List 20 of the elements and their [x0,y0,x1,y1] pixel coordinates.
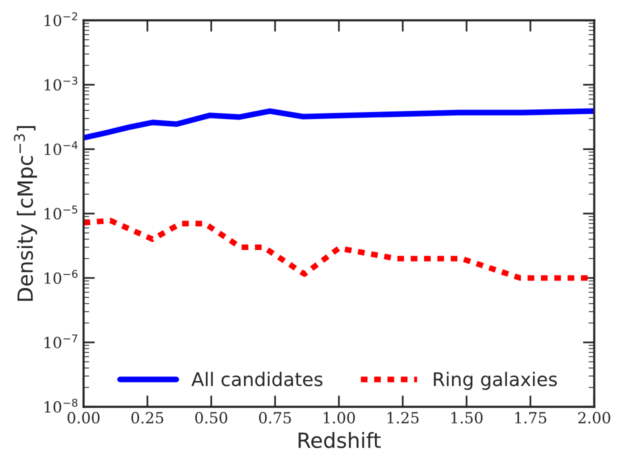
x-tick-label: 0.00 [68,412,100,424]
x-tick-label: 1.50 [451,412,483,424]
y-tick-label: 10$^{−5}$ [44,206,78,220]
legend-label: Ring galaxies [434,372,557,390]
y-tick-label: 10$^{−6}$ [44,270,78,284]
x-tick-label: 1.75 [515,412,546,424]
legend-label: All candidates [191,372,322,386]
y-tick-label: 10$^{−8}$ [44,398,78,413]
x-axis-title: Redshift [298,432,381,448]
y-tick-label: 10$^{−7}$ [44,334,78,348]
y-axis-title: Density [cMpc$^{−3}$] [14,126,38,301]
x-tick-label: 2.00 [578,412,610,424]
x-tick-label: 1.00 [324,412,355,424]
y-tick-label: 10$^{−2}$ [44,12,78,26]
y-tick-label: 10$^{−4}$ [44,141,78,156]
y-tick-label: 10$^{−3}$ [44,76,78,91]
x-tick-label: 0.50 [195,412,228,424]
x-tick-label: 0.75 [259,412,291,424]
x-tick-label: 0.25 [131,412,164,424]
x-tick-label: 1.25 [388,412,419,424]
